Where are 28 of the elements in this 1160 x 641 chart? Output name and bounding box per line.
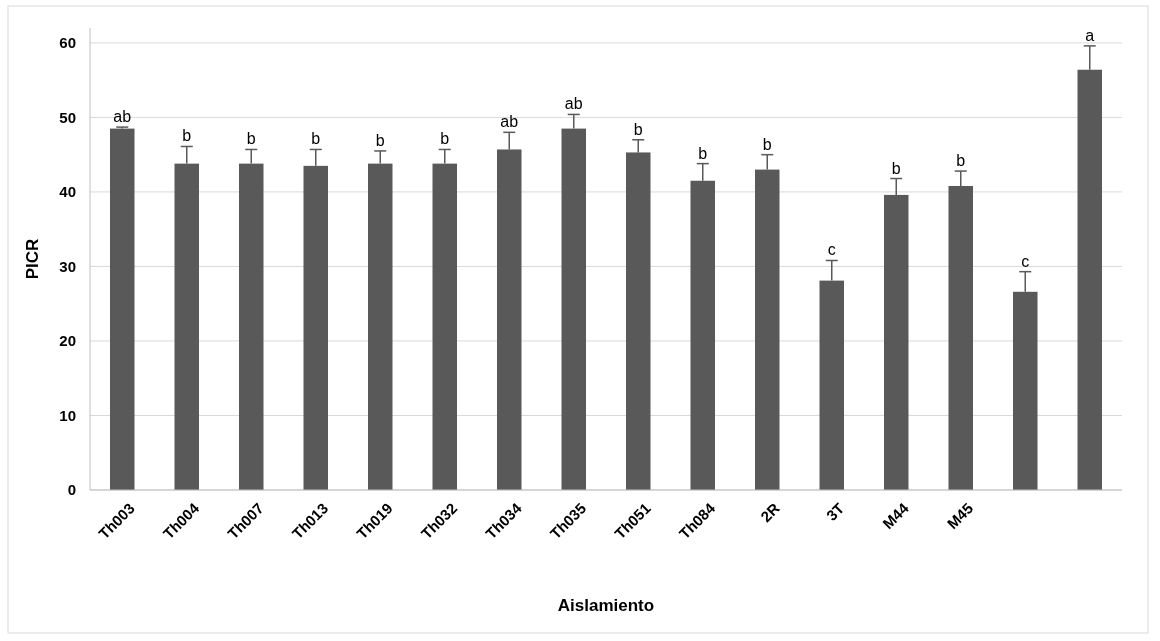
annotation: b (891, 159, 901, 177)
annotation: b (633, 120, 643, 138)
annotation: c (827, 241, 836, 259)
y-axis-title: PICR (23, 238, 42, 280)
annotation: b (375, 131, 385, 149)
annotation: ab (113, 108, 132, 126)
y-tick-label: 40 (59, 183, 76, 201)
x-tick-label: 3T (822, 499, 848, 524)
annotation: b (311, 130, 321, 148)
bar (110, 128, 135, 490)
annotation: b (698, 144, 708, 162)
y-tick-label: 50 (59, 108, 76, 126)
y-tick-label: 30 (59, 257, 76, 275)
x-tick-label: 2R (757, 499, 783, 526)
annotation: b (246, 130, 256, 148)
annotation: b (440, 130, 450, 148)
annotation: a (1085, 26, 1095, 44)
x-axis-title: Aislamiento (557, 596, 655, 615)
y-tick-label: 60 (59, 34, 76, 52)
annotation: ab (500, 113, 519, 131)
y-tick-label: 0 (67, 481, 76, 499)
annotation: b (182, 127, 192, 145)
annotation: b (956, 152, 966, 170)
annotation: c (1021, 252, 1030, 270)
y-tick-label: 10 (59, 406, 76, 424)
annotation: ab (564, 95, 583, 113)
y-tick-label: 20 (59, 332, 76, 350)
annotation: b (762, 135, 772, 153)
